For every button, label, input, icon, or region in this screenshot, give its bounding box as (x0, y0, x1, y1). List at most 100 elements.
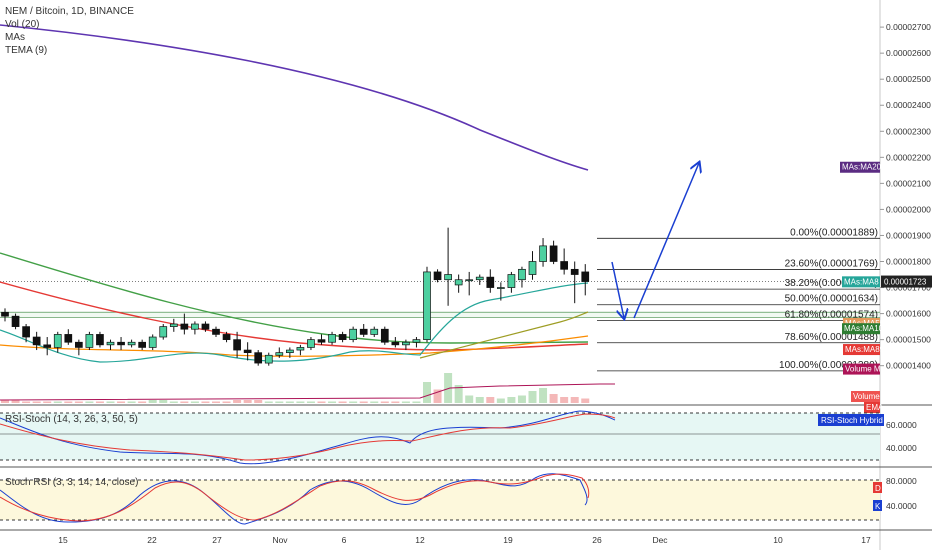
candle[interactable] (43, 337, 52, 356)
chart-title: NEM / Bitcoin, 1D, BINANCE (5, 6, 134, 17)
candle[interactable] (380, 326, 389, 345)
candle[interactable] (328, 331, 336, 345)
candle-body (275, 352, 284, 356)
candle[interactable] (391, 337, 400, 348)
volume-bar (370, 401, 379, 403)
volume-bar (581, 398, 590, 403)
rsi-stoch-title[interactable]: RSI-Stoch (14, 3, 26, 3, 50, 5) (5, 414, 138, 425)
srsi-d-tag[interactable] (873, 482, 882, 493)
candle[interactable] (507, 271, 516, 293)
candle[interactable] (201, 321, 210, 332)
candle[interactable] (338, 331, 347, 343)
candle[interactable] (370, 326, 379, 338)
candle[interactable] (233, 331, 241, 358)
candle[interactable] (402, 339, 410, 351)
candle-body (475, 276, 484, 281)
candle[interactable] (106, 339, 115, 351)
volume-bar (127, 401, 136, 403)
candle[interactable] (275, 347, 284, 358)
fib-level-label: 23.60%(0.00001769) (785, 259, 878, 270)
candle[interactable] (74, 339, 83, 356)
candle[interactable] (148, 334, 157, 351)
candle[interactable] (212, 326, 220, 338)
candle[interactable] (486, 269, 495, 293)
candle[interactable] (570, 261, 579, 304)
candle[interactable] (497, 282, 505, 301)
candle[interactable] (191, 321, 199, 335)
price-tick-label: 0.00001800 (886, 257, 931, 267)
candle[interactable] (475, 274, 484, 285)
candle[interactable] (85, 331, 94, 351)
indicator-vol[interactable]: Vol (20) (5, 19, 39, 30)
price-tick-label: 0.00002100 (886, 178, 931, 188)
volume-bar (401, 401, 410, 403)
volume-bar (106, 401, 115, 403)
candle[interactable] (317, 334, 326, 345)
candle[interactable] (138, 339, 146, 351)
ma-tag[interactable] (840, 161, 880, 173)
candle-body (11, 315, 20, 327)
candle[interactable] (1, 308, 9, 322)
stoch-rsi-pane[interactable]: 80.0000 40.0000 DK (0, 473, 917, 525)
time-tick-label: Nov (272, 535, 288, 545)
volume-bar (454, 385, 463, 403)
candle[interactable] (264, 352, 273, 366)
candle[interactable] (560, 248, 569, 275)
ma-tag[interactable] (864, 402, 880, 413)
volume-bar (317, 401, 326, 403)
indicator-tema[interactable]: TEMA (9) (5, 45, 47, 56)
ma-tag[interactable] (843, 344, 880, 356)
candle[interactable] (518, 266, 526, 288)
candle[interactable] (454, 274, 463, 293)
candle[interactable] (307, 337, 315, 351)
candle[interactable] (539, 238, 547, 267)
stoch-rsi-title[interactable]: Stoch RSI (3, 3, 14, 14, close) (5, 477, 138, 488)
fib-level-label: 38.20%(0.00001694) (785, 278, 878, 289)
candle[interactable] (433, 269, 442, 283)
candle[interactable] (159, 324, 168, 340)
candle[interactable] (254, 350, 263, 366)
candle[interactable] (243, 342, 252, 361)
candle[interactable] (296, 344, 305, 356)
candle[interactable] (549, 240, 558, 265)
candle-body (169, 323, 178, 327)
candle[interactable] (96, 331, 104, 348)
candle[interactable] (32, 331, 41, 351)
ma-tag[interactable] (843, 363, 880, 375)
rsi-stoch-pane[interactable]: 60.0000 40.0000 RSI-Stoch Hybrid (0, 410, 917, 465)
time-axis[interactable]: 15 22 27 Nov 6 12 19 26 Dec 10 17 (58, 535, 871, 545)
candle-body (201, 323, 210, 330)
candle[interactable] (465, 271, 474, 296)
price-axis[interactable]: 0.00002700 0.00002600 0.00002500 0.00002400… (880, 22, 932, 371)
volume-bar (22, 401, 31, 403)
candle[interactable] (117, 337, 125, 351)
candle[interactable] (444, 227, 452, 306)
volume-bar (169, 401, 178, 403)
candle[interactable] (53, 331, 62, 353)
candle[interactable] (412, 337, 421, 348)
srsi-k-tag[interactable] (873, 500, 882, 511)
candle[interactable] (528, 251, 537, 280)
ma-tag[interactable] (842, 276, 880, 288)
candle[interactable] (169, 318, 178, 332)
candle[interactable] (22, 324, 30, 343)
candle[interactable] (581, 264, 590, 296)
candle[interactable] (11, 313, 20, 330)
candle[interactable] (359, 324, 368, 338)
candle[interactable] (423, 266, 431, 343)
rsi-stoch-tag[interactable] (818, 414, 884, 426)
candle[interactable] (222, 331, 231, 343)
candle[interactable] (64, 329, 73, 345)
volume-bar (486, 397, 495, 403)
ma-tag[interactable] (842, 323, 880, 335)
candle[interactable] (349, 326, 357, 343)
candle[interactable] (286, 347, 294, 358)
volume-bar (11, 400, 20, 403)
candle-body (412, 339, 421, 343)
indicator-mas[interactable]: MAs (5, 32, 25, 43)
candle[interactable] (127, 339, 136, 348)
ma-tag[interactable] (851, 391, 880, 402)
candle[interactable] (180, 313, 189, 335)
